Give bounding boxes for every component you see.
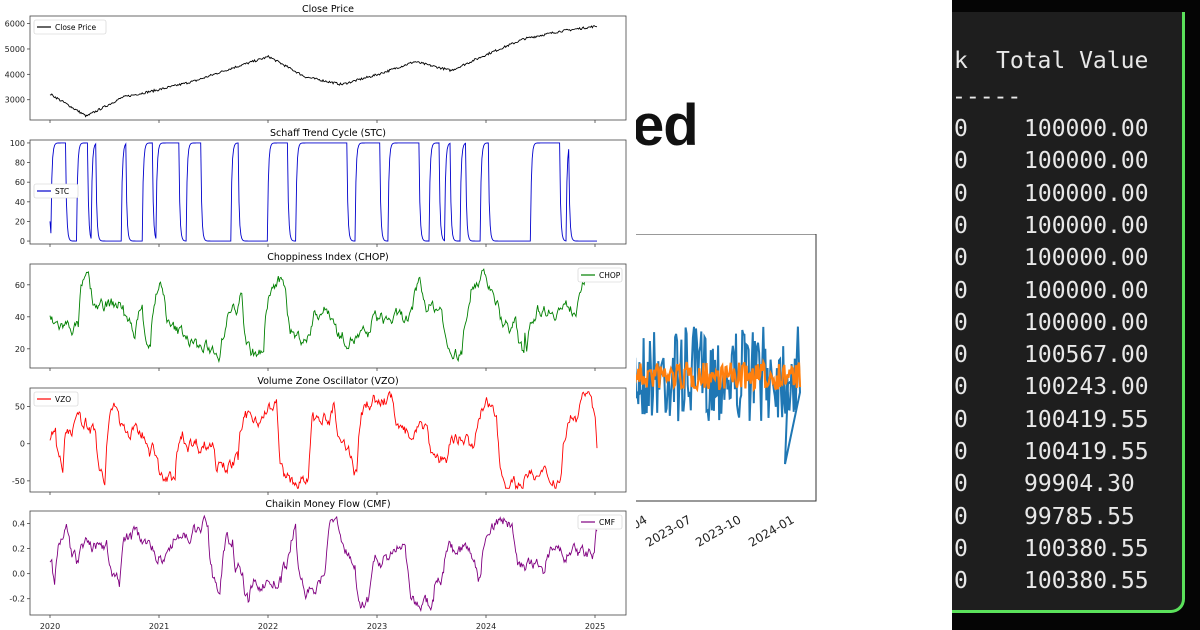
panel-3: Volume Zone Oscillator (VZO) -50 0 50 VZO <box>12 376 627 495</box>
row-total-value: 100000.00 <box>1024 245 1149 272</box>
legend-label: Close Price <box>55 23 96 32</box>
y-tick-label: 0 <box>20 237 25 246</box>
panel-frame <box>29 510 627 616</box>
x-tick-label: 2025 <box>585 622 605 630</box>
panel-title: Volume Zone Oscillator (VZO) <box>257 376 398 387</box>
row-total-value: 100567.00 <box>1024 342 1149 369</box>
header-col-left: k <box>954 48 968 74</box>
header-separator: ----- <box>952 84 1022 110</box>
y-tick-label: 80 <box>15 159 25 168</box>
series-line-2 <box>49 268 598 364</box>
background-x-tick: 2024-01 <box>746 512 796 549</box>
background-series-orange <box>630 357 802 393</box>
panel-frame <box>29 15 627 121</box>
y-tick-label: 20 <box>15 217 25 226</box>
row-left-cell: 0 <box>954 309 968 336</box>
row-total-value: 100380.55 <box>1024 535 1149 562</box>
y-tick-label: 0 <box>20 440 25 449</box>
series-line-1 <box>49 142 597 242</box>
panel-title: Chaikin Money Flow (CMF) <box>265 499 390 510</box>
row-total-value: 100380.55 <box>1024 568 1149 595</box>
series-line-3 <box>49 390 598 490</box>
row-total-value: 100000.00 <box>1024 116 1149 142</box>
legend-label: CMF <box>599 518 615 527</box>
legend: CHOP <box>577 267 623 283</box>
row-left-cell: 0 <box>954 406 968 433</box>
row-left-cell: 0 <box>954 212 968 239</box>
legend: VZO <box>33 391 79 407</box>
row-left-cell: 0 <box>954 148 968 175</box>
row-left-cell: 0 <box>954 535 968 562</box>
row-left-cell: 0 <box>954 342 968 369</box>
legend: CMF <box>577 514 623 530</box>
panel-title: Schaff Trend Cycle (STC) <box>270 128 386 139</box>
y-tick-label: 4000 <box>5 70 25 79</box>
y-tick-label: 60 <box>15 281 25 290</box>
y-tick-label: 6000 <box>5 20 25 29</box>
row-left-cell: 0 <box>954 277 968 304</box>
row-total-value: 99785.55 <box>1024 503 1135 530</box>
row-total-value: 99904.30 <box>1024 471 1135 498</box>
y-tick-label: 5000 <box>5 45 25 54</box>
row-total-value: 100000.00 <box>1024 212 1149 239</box>
row-total-value: 100419.55 <box>1024 406 1149 433</box>
panel-frame <box>29 139 627 245</box>
row-left-cell: 0 <box>954 180 968 207</box>
row-total-value: 100000.00 <box>1024 277 1149 304</box>
terminal-panel: k Total Value ----- 0 100000.00 0 100000.00… <box>952 12 1185 613</box>
y-tick-label: 50 <box>15 403 25 412</box>
panel-0: Close Price 3000 4000 5000 6000 Close Price <box>5 4 627 123</box>
row-total-value: 100000.00 <box>1024 309 1149 336</box>
y-tick-label: 0.0 <box>12 570 25 579</box>
x-tick-label: 2023 <box>367 622 387 630</box>
x-tick-label: 2021 <box>149 622 169 630</box>
y-tick-label: -50 <box>12 477 25 486</box>
y-tick-label: 0.4 <box>12 520 25 529</box>
series-line-0 <box>49 25 598 118</box>
header-total-value: Total Value <box>996 48 1149 74</box>
y-tick-label: 0.2 <box>12 545 25 554</box>
row-left-cell: 0 <box>954 116 968 142</box>
legend: STC <box>33 183 79 199</box>
panel-4: Chaikin Money Flow (CMF) -0.2 0.0 0.2 0.4 CMF <box>9 499 627 618</box>
y-tick-label: 20 <box>15 345 25 354</box>
row-total-value: 100000.00 <box>1024 148 1149 175</box>
y-tick-label: 60 <box>15 178 25 187</box>
row-left-cell: 0 <box>954 245 968 272</box>
panel-2: Choppiness Index (CHOP) 20 40 60 CHOP <box>15 252 627 371</box>
legend-label: CHOP <box>599 271 621 280</box>
y-tick-label: 100 <box>10 139 25 148</box>
row-left-cell: 0 <box>954 374 968 401</box>
row-total-value: 100419.55 <box>1024 439 1149 465</box>
row-total-value: 100243.00 <box>1024 374 1149 401</box>
panel-1: Schaff Trend Cycle (STC) 0 20 40 60 80 100 STC <box>10 128 627 247</box>
panel-title: Close Price <box>302 4 354 15</box>
y-tick-label: 40 <box>15 313 25 322</box>
terminal-window: k Total Value ----- 0 100000.00 0 100000.00… <box>952 0 1200 630</box>
x-tick-label: 2020 <box>40 622 60 630</box>
row-left-cell: 0 <box>954 471 968 498</box>
background-x-tick: 2023-07 <box>643 512 693 549</box>
background-heading: ed <box>632 93 699 158</box>
y-tick-label: -0.2 <box>9 595 25 604</box>
series-line-4 <box>49 514 598 613</box>
y-tick-label: 3000 <box>5 96 25 105</box>
background-x-tick: 2023-10 <box>693 512 743 549</box>
legend: Close Price <box>33 19 107 35</box>
panel-title: Choppiness Index (CHOP) <box>267 252 389 263</box>
row-total-value: 100000.00 <box>1024 180 1149 207</box>
row-left-cell: 0 <box>954 568 968 595</box>
panel-frame <box>29 263 627 369</box>
legend-label: VZO <box>55 395 71 404</box>
row-left-cell: 0 <box>954 439 968 465</box>
x-tick-label: 2024 <box>476 622 496 630</box>
x-tick-label: 2022 <box>258 622 278 630</box>
row-left-cell: 0 <box>954 503 968 530</box>
y-tick-label: 40 <box>15 198 25 207</box>
legend-label: STC <box>55 187 69 196</box>
